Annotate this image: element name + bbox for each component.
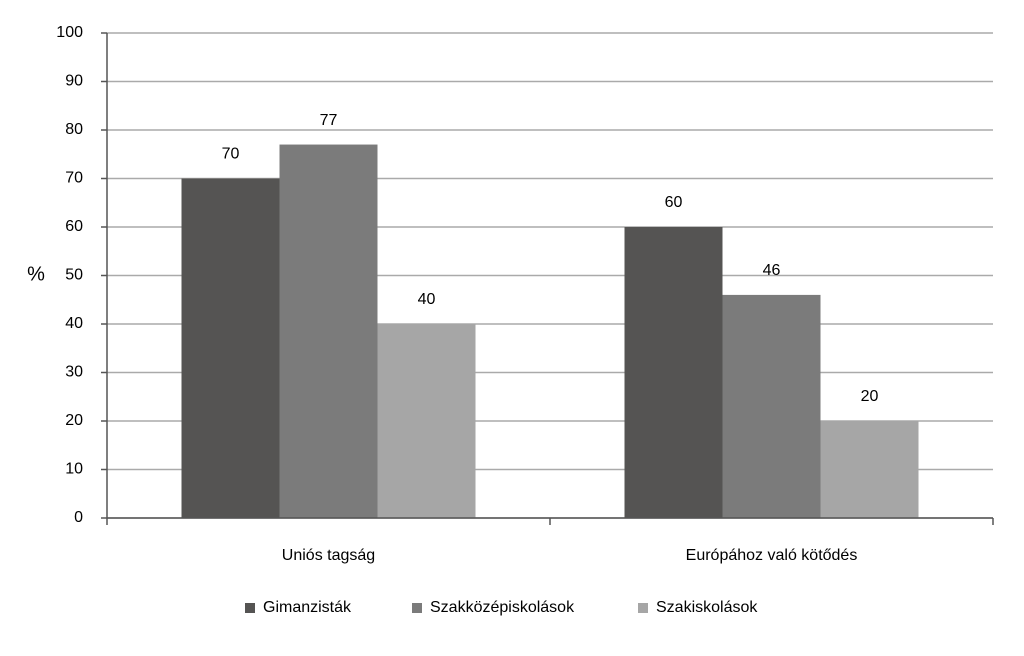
legend-swatch [245, 603, 255, 613]
bar [181, 178, 280, 518]
x-tick-label: Uniós tagság [282, 547, 375, 564]
legend-swatch [638, 603, 648, 613]
data-label: 77 [320, 112, 338, 129]
y-tick-label: 40 [65, 315, 83, 332]
data-label: 60 [665, 194, 683, 211]
y-tick-label: 20 [65, 412, 83, 429]
bar [820, 421, 919, 518]
y-tick-label: 90 [65, 73, 83, 90]
bar [377, 324, 476, 518]
y-tick-label: 80 [65, 121, 83, 138]
y-tick-label: 30 [65, 364, 83, 381]
y-tick-label: 70 [65, 170, 83, 187]
y-tick-label: 100 [56, 24, 83, 41]
x-tick-label: Európához való kötődés [686, 547, 858, 564]
y-axis-label: % [27, 263, 45, 285]
y-tick-label: 60 [65, 218, 83, 235]
legend-label: Gimanzisták [263, 599, 352, 616]
data-label: 70 [222, 146, 240, 163]
bar [722, 294, 821, 518]
legend-label: Szakiskolások [656, 599, 758, 616]
bar [279, 144, 378, 519]
bar [624, 227, 723, 518]
legend-label: Szakközépiskolások [430, 599, 575, 616]
data-label: 46 [763, 262, 781, 279]
data-label: 40 [418, 291, 436, 308]
legend-swatch [412, 603, 422, 613]
data-label: 20 [861, 388, 879, 405]
y-tick-label: 10 [65, 461, 83, 478]
y-tick-label: 50 [65, 267, 83, 284]
y-tick-label: 0 [74, 509, 83, 526]
